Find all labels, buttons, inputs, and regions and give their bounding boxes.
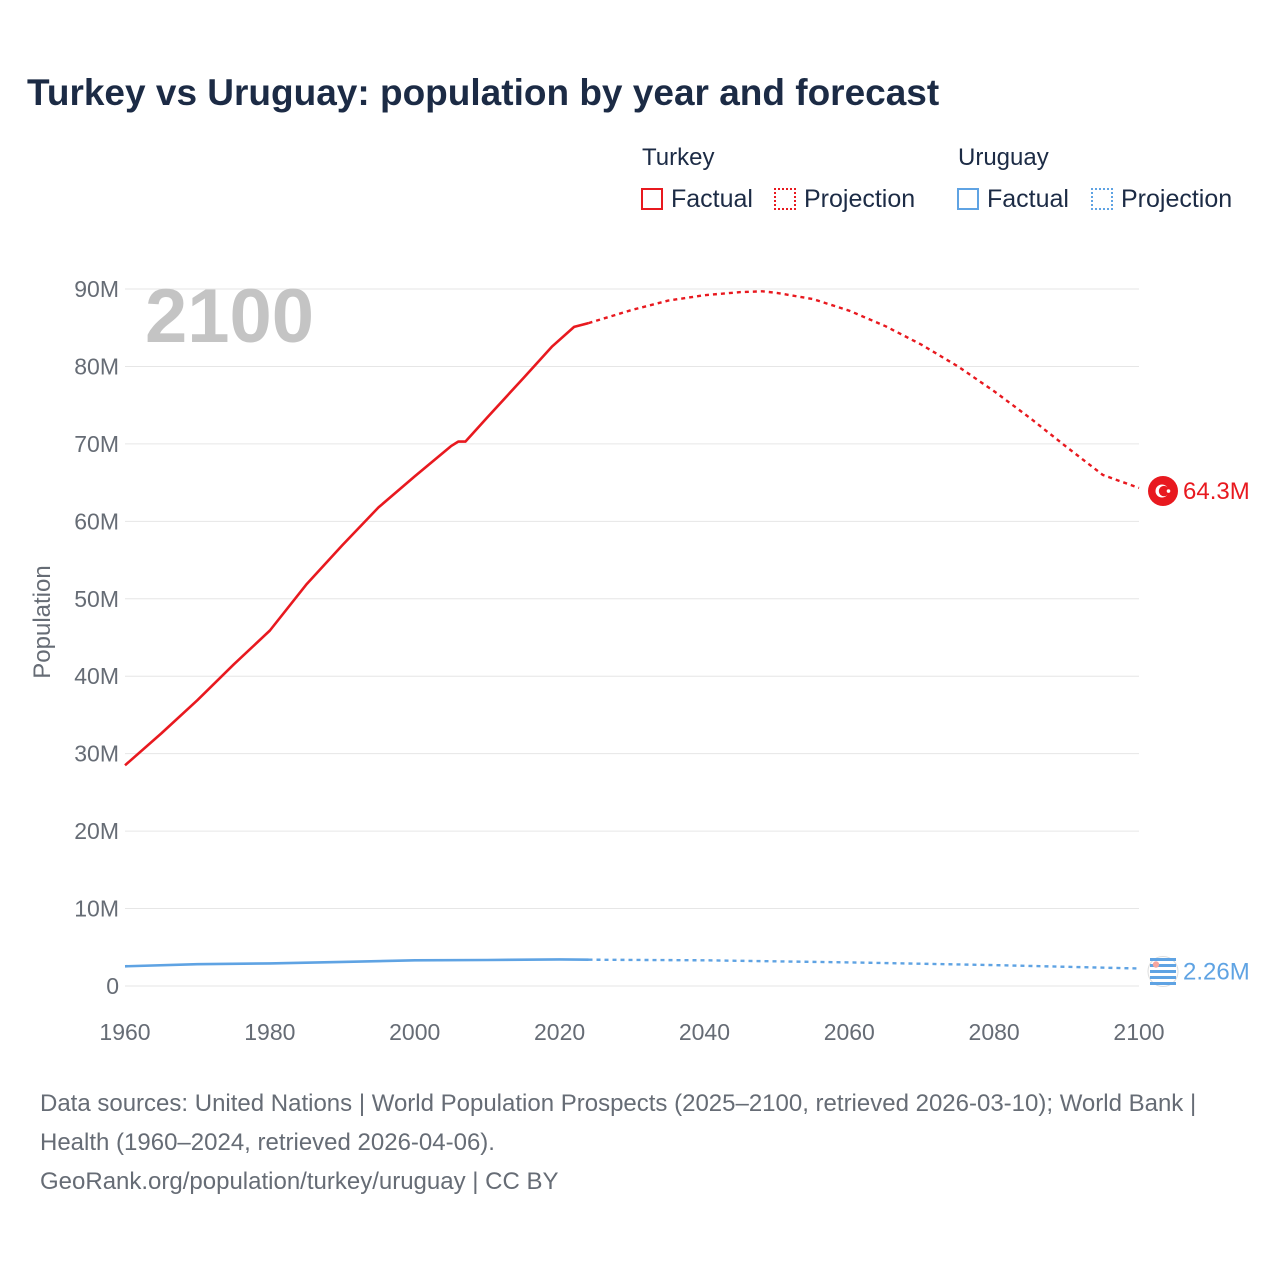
x-tick-label: 1980 (244, 1019, 295, 1045)
footer: Data sources: United Nations | World Pop… (40, 1084, 1240, 1201)
y-tick-label: 90M (74, 276, 119, 302)
uruguay-end-value: 2.26M (1183, 958, 1250, 985)
data-sources: Data sources: United Nations | World Pop… (40, 1090, 1197, 1156)
legend-swatch-dotted-icon (774, 188, 796, 210)
uruguay-projection-line (588, 958, 1140, 970)
turkey-projection-line (588, 290, 1140, 490)
y-tick-label: 10M (74, 896, 119, 922)
turkey-factual-line (124, 321, 589, 767)
legend-group-uruguay: Uruguay (958, 144, 1049, 171)
x-tick-label: 2080 (969, 1019, 1020, 1045)
legend-swatch-solid-icon (641, 188, 663, 210)
year-watermark: 2100 (145, 274, 314, 359)
y-tick-label: 20M (74, 818, 119, 844)
turkey-end-value: 64.3M (1183, 478, 1250, 505)
x-axis: 1960 1980 2000 2020 2040 2060 2080 2100 (99, 1019, 1164, 1045)
legend-label: Projection (804, 184, 916, 213)
legend-swatch-dotted-icon (1091, 188, 1113, 210)
turkey-flag-icon (1148, 476, 1178, 507)
uruguay-factual-line (124, 958, 589, 968)
y-tick-label: 80M (74, 353, 119, 379)
y-axis-title: Population (29, 565, 56, 678)
x-tick-label: 2100 (1113, 1019, 1164, 1045)
credit-link[interactable]: GeoRank.org/population/turkey/uruguay | … (40, 1168, 559, 1195)
x-tick-label: 2060 (824, 1019, 875, 1045)
legend-group-turkey: Turkey (642, 144, 715, 171)
legend-label: Factual (671, 184, 753, 213)
legend-uruguay-factual[interactable]: Factual (957, 185, 1069, 213)
y-axis: 0 10M 20M 30M 40M 50M 60M 70M 80M 90M (74, 276, 119, 999)
y-tick-label: 60M (74, 508, 119, 534)
y-tick-label: 0 (106, 973, 119, 999)
x-tick-label: 2040 (679, 1019, 730, 1045)
chart-title: Turkey vs Uruguay: population by year an… (27, 72, 940, 113)
legend-label: Factual (987, 184, 1069, 213)
series (124, 290, 1140, 970)
x-tick-label: 2000 (389, 1019, 440, 1045)
y-tick-label: 40M (74, 663, 119, 689)
legend-turkey-projection[interactable]: Projection (774, 185, 915, 213)
legend-turkey-factual[interactable]: Factual (641, 185, 753, 213)
legend-uruguay-projection[interactable]: Projection (1091, 185, 1232, 213)
legend-swatch-solid-icon (957, 188, 979, 210)
x-tick-label: 1960 (99, 1019, 150, 1045)
y-tick-label: 70M (74, 431, 119, 457)
uruguay-flag-icon (1147, 955, 1179, 987)
x-tick-label: 2020 (534, 1019, 585, 1045)
y-tick-label: 30M (74, 741, 119, 767)
legend-label: Projection (1121, 184, 1233, 213)
gridlines (125, 288, 1139, 987)
end-markers: 64.3M 2.26M (1147, 476, 1250, 987)
y-tick-label: 50M (74, 586, 119, 612)
